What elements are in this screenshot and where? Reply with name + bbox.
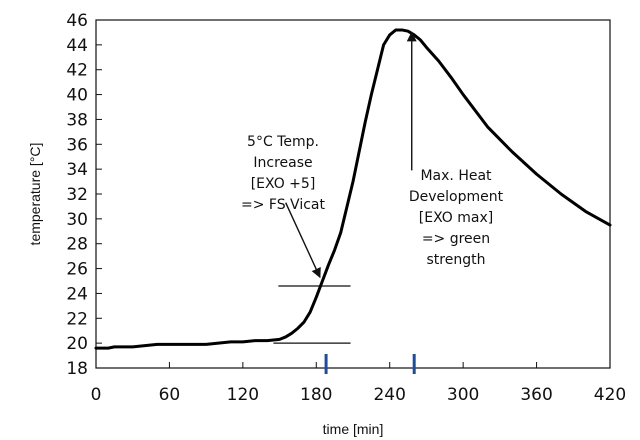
axes: 18 20 22 24 26 28 30 32 34 36 38 40 42 44 46 0 60 120 180 2… [66,11,626,405]
annotation-text: Max. Heat [420,168,492,184]
annotation-text: [EXO max] [419,210,493,226]
y-tick-label: 44 [66,36,88,56]
y-tick-label: 42 [66,61,88,81]
x-tick-label: 300 [447,385,479,405]
x-markers [324,354,416,374]
temperature-line [94,28,612,350]
annotation-text: [EXO +5] [251,176,316,192]
annotation-text: Increase [253,155,312,171]
x-tick-label: 60 [159,385,181,405]
x-axis-label: time [min] [323,421,384,437]
plot-frame [95,19,611,369]
x-tick-label: 120 [227,385,259,405]
y-tick-label: 38 [66,110,88,130]
y-tick-label: 40 [66,86,88,106]
annotation-arrow [285,202,321,279]
annotation-text: => green [422,231,490,247]
y-axis-label: temperature [°C] [27,143,43,246]
x-tick-label: 0 [91,385,102,405]
y-tick-label: 32 [66,185,88,205]
y-tick-label: 34 [66,160,88,180]
y-tick-label: 24 [66,284,88,304]
annotation-text: strength [427,252,486,268]
y-tick-label: 30 [66,210,88,230]
reference-lines [273,285,351,344]
y-tick-label: 22 [66,309,88,329]
annotation: 5°C Temp. Increase [EXO +5] => FS Vicat [241,134,325,279]
y-tick-label: 28 [66,235,88,255]
x-tick-label: 360 [520,385,552,405]
annotation-text: 5°C Temp. [247,134,319,150]
y-tick-label: 18 [66,359,88,379]
annotation: Max. Heat Development [EXO max] => green str… [406,31,504,268]
x-tick-label: 420 [594,385,626,405]
y-tick-label: 20 [66,334,88,354]
series-group [94,28,612,350]
annotations: 5°C Temp. Increase [EXO +5] => FS Vicat Max.… [241,31,504,279]
y-tick-label: 46 [66,11,88,31]
annotation-text: => FS Vicat [241,197,325,213]
x-tick-label: 240 [373,385,405,405]
y-tick-label: 36 [66,135,88,155]
annotation-text: Development [409,189,504,205]
x-tick-label: 180 [300,385,332,405]
y-tick-label: 26 [66,260,88,280]
